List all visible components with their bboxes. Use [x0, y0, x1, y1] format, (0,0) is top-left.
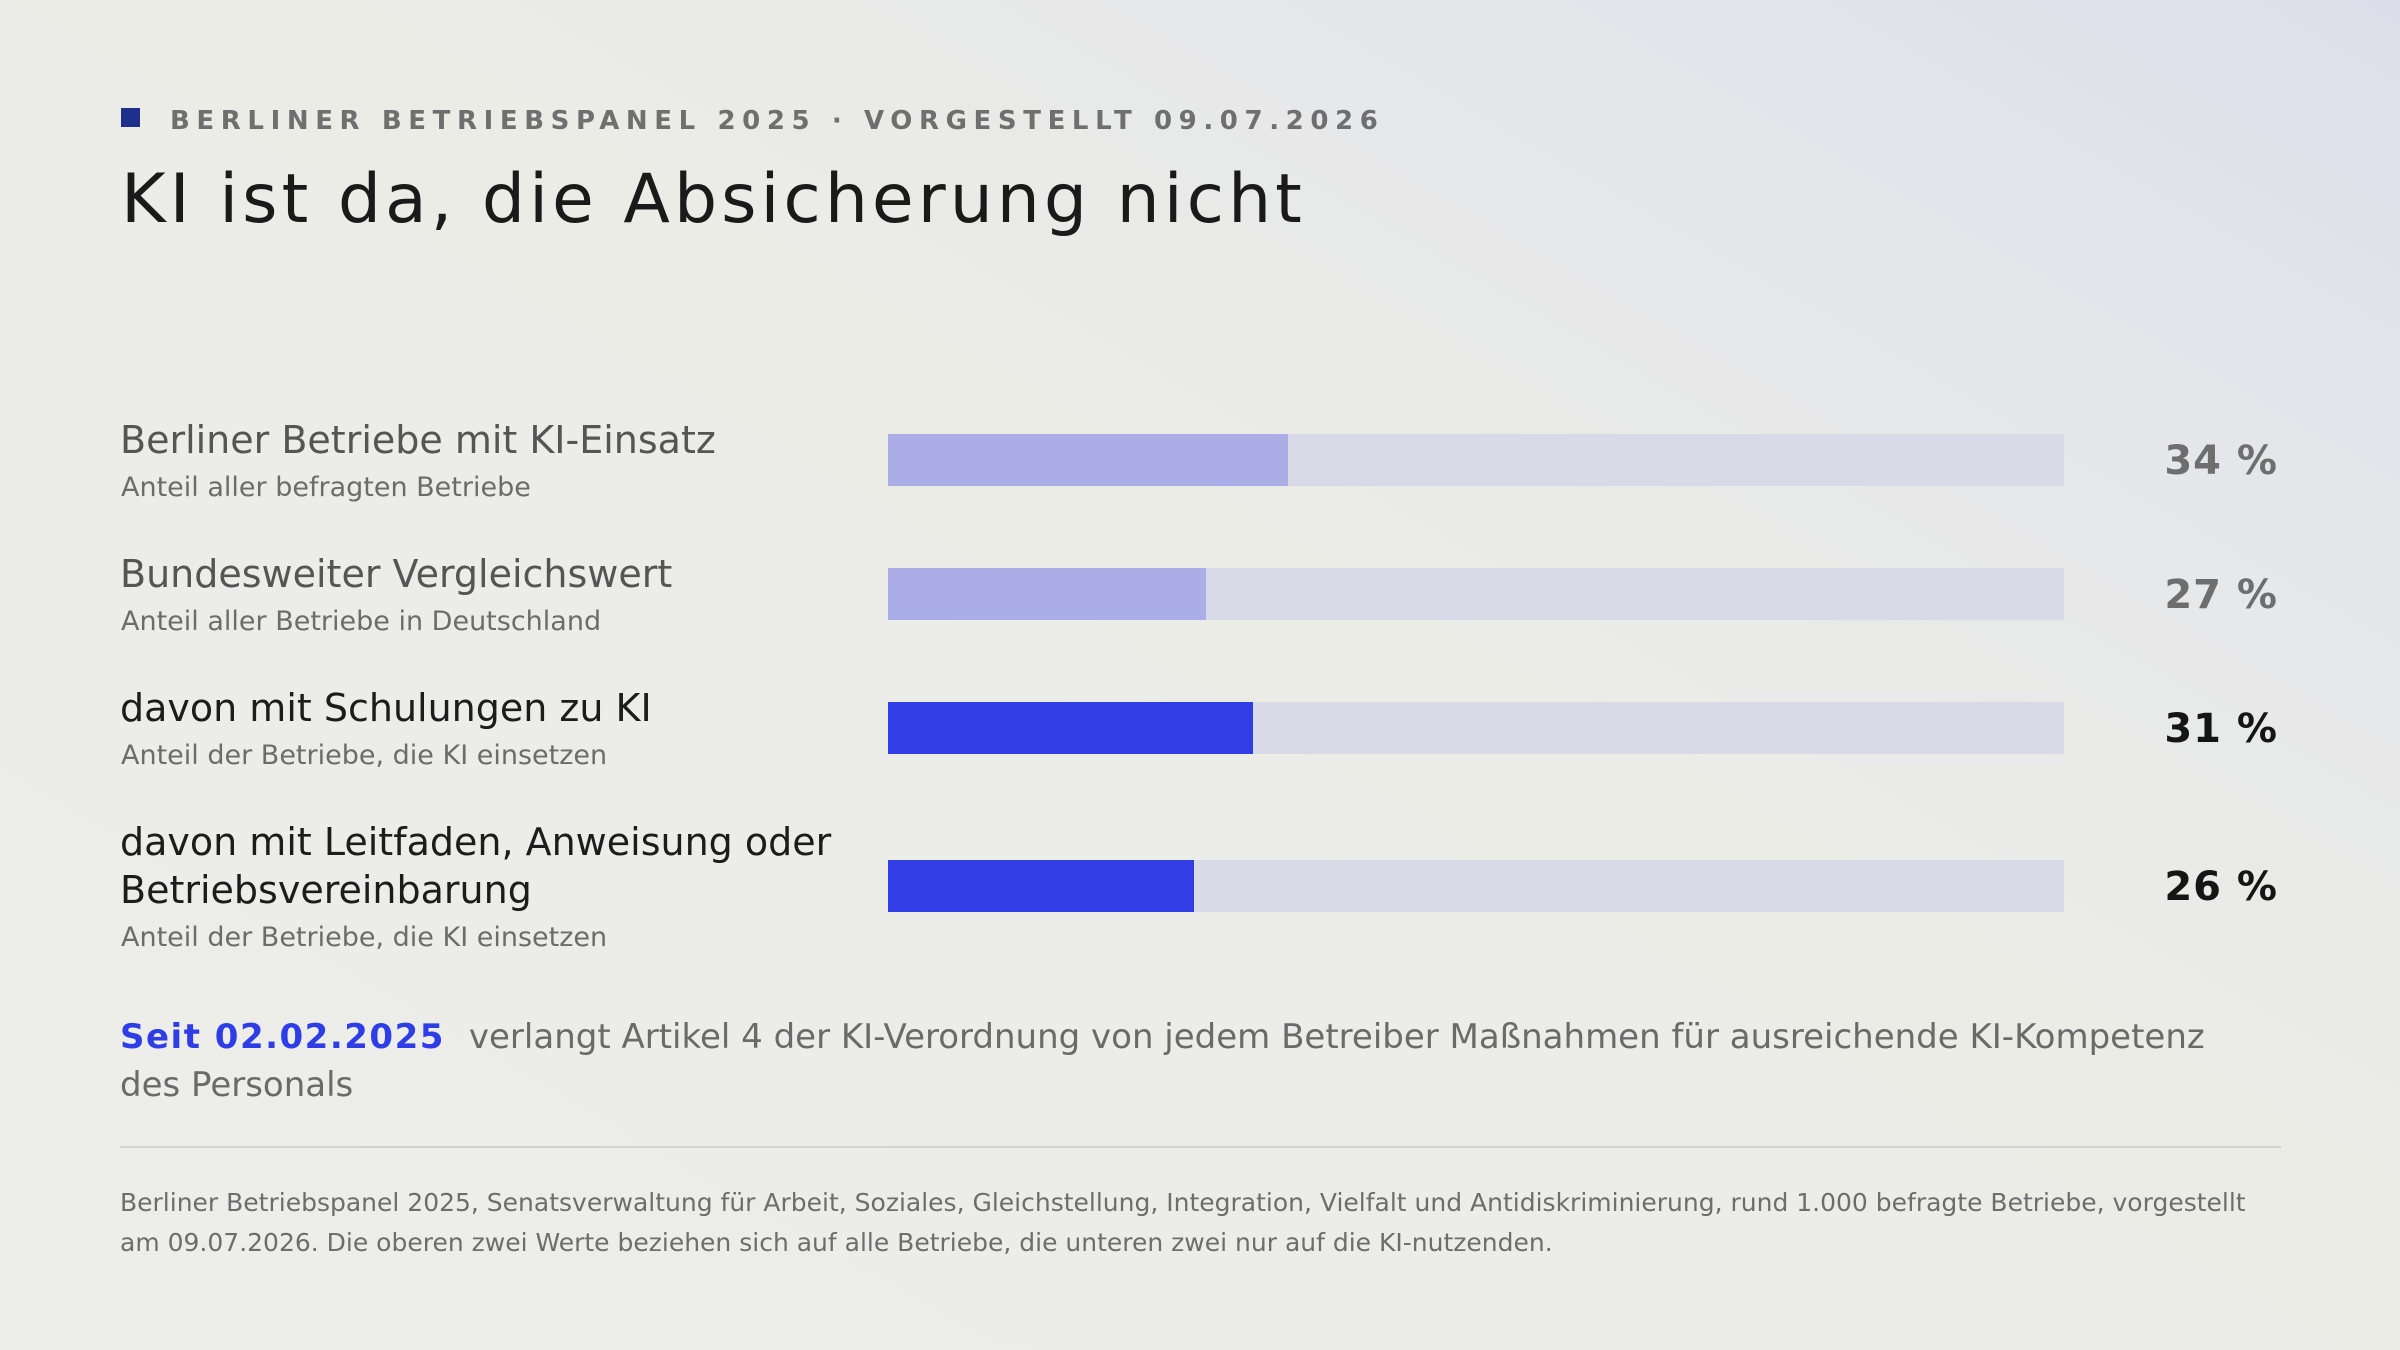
bar	[888, 568, 1206, 620]
row-label: Bundesweiter Vergleichswert	[120, 552, 673, 596]
page-title: KI ist da, die Absicherung nicht	[121, 160, 1306, 239]
row-label: davon mit Leitfaden, Anweisung oder Betr…	[120, 820, 832, 912]
bar-track	[888, 860, 2064, 912]
note-text: verlangt Artikel 4 der KI-Verordnung von…	[120, 1017, 2205, 1105]
bar	[888, 702, 1253, 754]
bar	[888, 860, 1194, 912]
divider	[120, 1146, 2281, 1148]
bar-track	[888, 434, 2064, 486]
row-label: Berliner Betriebe mit KI-Einsatz	[120, 418, 716, 462]
bar	[888, 434, 1288, 486]
value-label: 27 %	[2164, 572, 2278, 618]
source-note: Berliner Betriebspanel 2025, Senatsverwa…	[120, 1188, 2246, 1257]
regulation-note: Seit 02.02.2025 verlangt Artikel 4 der KI…	[120, 1013, 2270, 1109]
bar-track	[888, 568, 2064, 620]
kicker-marker	[121, 107, 140, 127]
kicker-text: BERLINER BETRIEBSPANEL 2025 · VORGESTELL…	[170, 106, 1385, 136]
note-date: Seit 02.02.2025	[120, 1017, 445, 1057]
bar-track	[888, 702, 2064, 754]
row-label: davon mit Schulungen zu KI	[120, 686, 652, 730]
row-sublabel: Anteil der Betriebe, die KI einsetzen	[121, 922, 608, 953]
kicker: BERLINER BETRIEBSPANEL 2025 · VORGESTELL…	[121, 106, 1384, 136]
value-label: 31 %	[2164, 706, 2278, 752]
value-label: 26 %	[2164, 864, 2278, 910]
row-sublabel: Anteil aller befragten Betriebe	[121, 472, 531, 503]
row-sublabel: Anteil aller Betriebe in Deutschland	[121, 606, 602, 637]
row-sublabel: Anteil der Betriebe, die KI einsetzen	[121, 740, 608, 771]
value-label: 34 %	[2164, 438, 2278, 484]
